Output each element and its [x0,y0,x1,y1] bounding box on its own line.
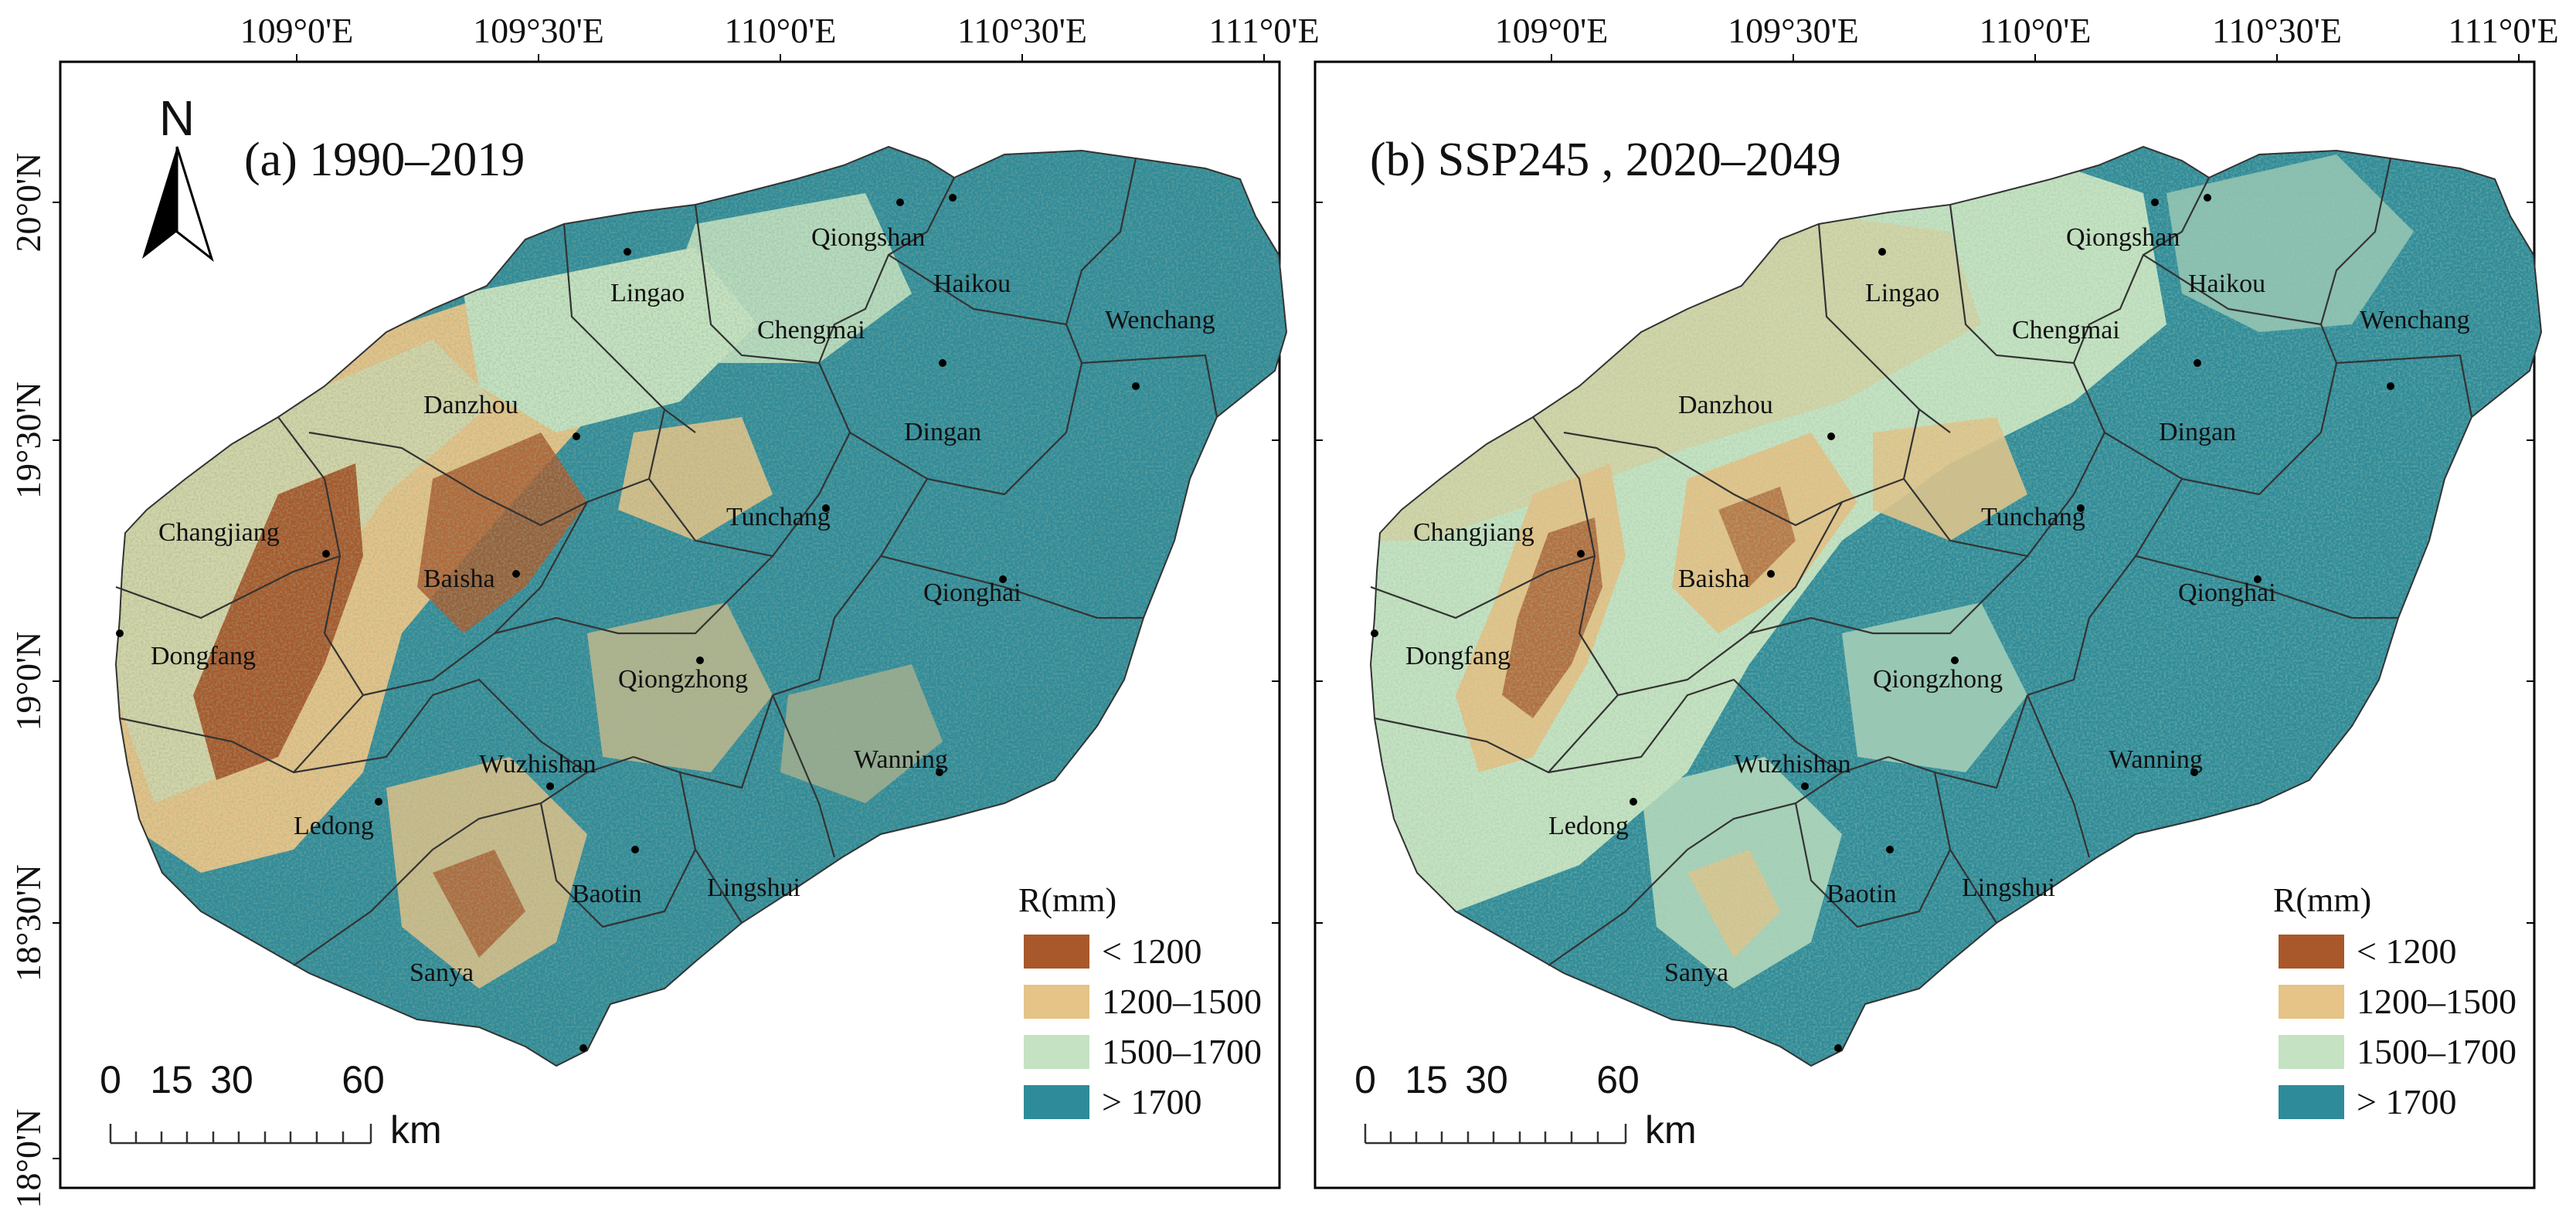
city-label-ledong: Ledong [294,812,374,840]
panel-a-county-boundaries [115,158,1218,966]
city-label-haikou: Haikou [2188,270,2265,298]
city-label-baotin: Baotin [572,880,642,908]
city-label-qiongzhong: Qiongzhong [1873,665,2003,694]
city-label-qiongzhong: Qiongzhong [618,665,748,694]
city-label-lingao: Lingao [610,279,685,307]
panel-b-map: 109°0'E 109°30'E 110°0'E 110°30'E 111°0'… [1313,11,2559,1189]
city-label-qionghai: Qionghai [2178,578,2276,607]
city-label-lingshui: Lingshui [1962,874,2055,902]
panel-b-top-axis: 109°0'E 109°30'E 110°0'E 110°30'E 111°0'… [1495,11,2559,62]
city-label-baisha: Baisha [1678,565,1750,593]
panel-a-title: (a) 1990–2019 [244,134,525,186]
city-label-dongfang: Dongfang [1405,642,1511,670]
city-label-baotin: Baotin [1827,880,1897,908]
city-label-wuzhishan: Wuzhishan [479,750,596,779]
city-label-baisha: Baisha [423,565,495,593]
svg-text:15: 15 [150,1058,193,1101]
panel-b-scale-bar: 0 15 30 60 km [1354,1058,1697,1152]
north-arrow-icon: N [142,90,214,263]
panel-b-city-dots [1371,194,2394,1052]
city-label-sanya: Sanya [1664,958,1728,987]
top-tick-label: 110°30'E [2212,11,2342,50]
panel-a-left-axis: 20°0'N 19°30'N 19°0'N 18°30'N 18°0'N [8,153,60,1209]
legend-title: R(mm) [1018,881,1116,919]
svg-text:30: 30 [210,1058,253,1101]
legend-label: > 1700 [2357,1082,2456,1121]
legend-label: < 1200 [1102,931,1201,971]
top-tick-label: 110°0'E [724,11,836,50]
legend-label: 1500–1700 [1102,1032,1262,1071]
panel-a-map: 109°0'E 109°30'E 110°0'E 110°30'E 111°0'… [8,11,1320,1208]
city-label-chengmai: Chengmai [757,316,865,344]
city-label-qiongshan: Qiongshan [2066,223,2180,252]
city-label-sanya: Sanya [410,958,474,987]
city-label-wanning: Wanning [2109,745,2203,774]
city-label-dongfang: Dongfang [151,642,256,670]
svg-text:km: km [1645,1108,1697,1152]
left-tick-label: 18°30'N [8,864,48,982]
city-label-qiongshan: Qiongshan [811,223,925,252]
city-label-wenchang: Wenchang [2360,306,2470,334]
legend-label: < 1200 [2357,931,2456,971]
panel-b-county-boundaries [1370,158,2473,966]
panel-b-title: (b) SSP245 , 2020–2049 [1370,134,1841,186]
left-tick-label: 20°0'N [8,153,48,253]
city-label-danzhou: Danzhou [1678,391,1773,419]
legend-title: R(mm) [2273,881,2371,919]
svg-text:0: 0 [100,1058,121,1101]
panel-a-city-dots [116,194,1140,1052]
top-tick-label: 109°0'E [240,11,354,50]
panel-a-coastline [114,145,1288,1067]
city-label-haikou: Haikou [933,270,1011,298]
left-tick-label: 18°0'N [8,1109,48,1209]
city-label-danzhou: Danzhou [423,391,518,419]
svg-text:15: 15 [1405,1058,1448,1101]
city-label-dingan: Dingan [2159,418,2236,446]
city-label-tunchang: Tunchang [726,503,831,531]
legend-label: > 1700 [1102,1082,1201,1121]
left-tick-label: 19°30'N [8,382,48,499]
city-label-chengmai: Chengmai [2012,316,2120,344]
svg-text:N: N [159,90,195,146]
top-tick-label: 111°0'E [1208,11,1319,50]
panel-a-legend: R(mm) < 1200 1200–1500 1500–1700 > 1700 [1018,881,1262,1121]
city-label-lingao: Lingao [1865,279,1939,307]
city-label-dingan: Dingan [904,418,981,446]
legend-label: 1200–1500 [2357,982,2517,1021]
svg-text:km: km [390,1108,442,1152]
svg-text:60: 60 [342,1058,385,1101]
top-tick-label: 111°0'E [2448,11,2558,50]
panel-a-top-axis: 109°0'E 109°30'E 110°0'E 110°30'E 111°0'… [240,11,1320,62]
city-label-changjiang: Changjiang [158,518,280,547]
city-label-ledong: Ledong [1548,812,1629,840]
city-label-wanning: Wanning [854,745,948,774]
svg-text:0: 0 [1354,1058,1376,1101]
svg-text:30: 30 [1465,1058,1508,1101]
city-label-tunchang: Tunchang [1981,503,2085,531]
panel-a-scale-bar: 0 15 30 60 km [100,1058,442,1152]
top-tick-label: 109°30'E [1728,11,1859,50]
legend-label: 1500–1700 [2357,1032,2517,1071]
legend-label: 1200–1500 [1102,982,1262,1021]
city-label-changjiang: Changjiang [1413,518,1534,547]
left-tick-label: 19°0'N [8,632,48,731]
panel-b-coastline [1369,145,2543,1067]
panel-b-legend: R(mm) < 1200 1200–1500 1500–1700 > 1700 [2273,881,2517,1121]
top-tick-label: 110°0'E [1979,11,2091,50]
top-tick-label: 109°0'E [1495,11,1609,50]
top-tick-label: 109°30'E [473,11,604,50]
city-label-qionghai: Qionghai [923,578,1021,607]
top-tick-label: 110°30'E [957,11,1087,50]
city-label-wenchang: Wenchang [1105,306,1215,334]
city-label-lingshui: Lingshui [707,874,800,902]
svg-text:60: 60 [1596,1058,1640,1101]
city-label-wuzhishan: Wuzhishan [1734,750,1851,779]
